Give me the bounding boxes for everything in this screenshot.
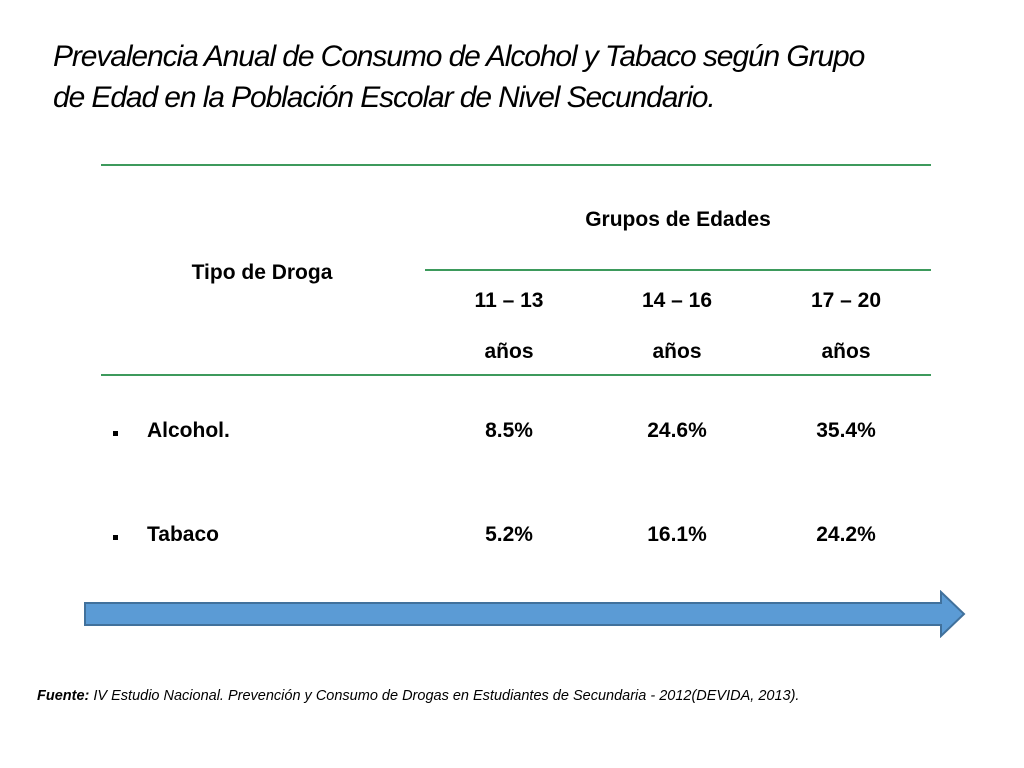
column-header-17-20-unit: años [821, 340, 871, 363]
slide-title: Prevalencia Anual de Consumo de Alcohol … [53, 36, 973, 118]
cell-alcohol-11-13: 8.5% [485, 419, 533, 442]
source-note: Fuente: IV Estudio Nacional. Prevención … [37, 688, 799, 704]
bullet-icon [113, 535, 118, 540]
slide-title-line-2: de Edad en la Población Escolar de Nivel… [53, 81, 716, 114]
cell-tabaco-11-13: 5.2% [485, 523, 533, 546]
column-header-14-16-unit: años [652, 340, 702, 363]
cell-tabaco-17-20: 24.2% [816, 523, 876, 546]
column-header-17-20-range: 17 – 20 [810, 289, 882, 312]
column-header-14-16-range: 14 – 16 [641, 289, 713, 312]
right-arrow-icon [84, 590, 966, 638]
cell-alcohol-14-16: 24.6% [647, 419, 707, 442]
row-label-alcohol: Alcohol. [147, 419, 230, 442]
table-top-rule [101, 164, 931, 166]
row-label-tabaco: Tabaco [147, 523, 219, 546]
source-text: IV Estudio Nacional. Prevención y Consum… [89, 688, 800, 704]
source-label: Fuente: [37, 688, 90, 704]
cell-alcohol-17-20: 35.4% [816, 419, 876, 442]
bullet-icon [113, 431, 118, 436]
group-header-rule [425, 269, 931, 271]
group-header-label: Grupos de Edades [585, 208, 771, 231]
slide-title-line-1: Prevalencia Anual de Consumo de Alcohol … [53, 40, 865, 73]
header-bottom-rule [101, 374, 931, 376]
row-header-label: Tipo de Droga [191, 261, 333, 284]
cell-tabaco-14-16: 16.1% [647, 523, 707, 546]
column-header-11-13-range: 11 – 13 [474, 289, 544, 312]
column-header-11-13-unit: años [484, 340, 534, 363]
